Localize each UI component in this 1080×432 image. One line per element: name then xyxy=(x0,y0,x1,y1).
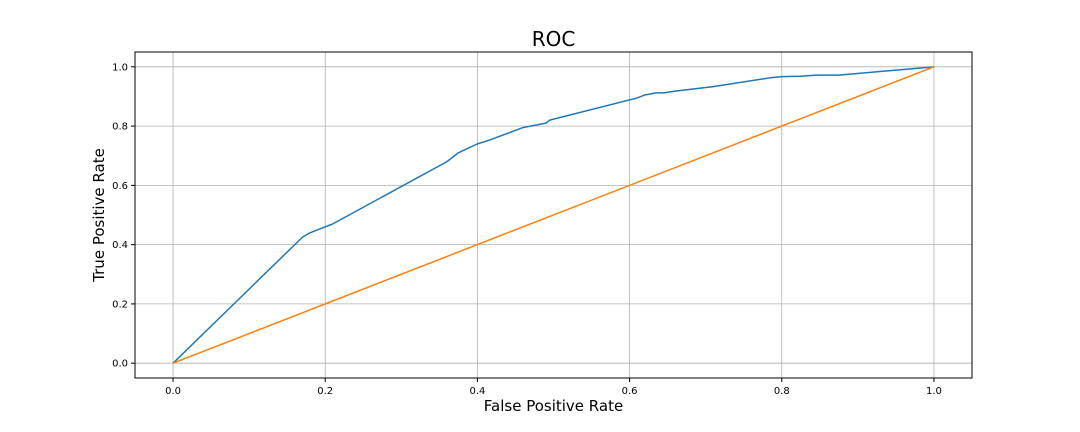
y-tick-label: 0.2 xyxy=(112,299,128,310)
y-tick-label: 0.0 xyxy=(112,359,128,370)
x-axis-label: False Positive Rate xyxy=(484,397,623,415)
y-tick-label: 0.6 xyxy=(112,181,128,192)
x-tick-label: 0.2 xyxy=(317,386,333,397)
chart-title: ROC xyxy=(532,27,576,51)
y-tick-label: 0.8 xyxy=(112,122,128,133)
x-tick-label: 0.8 xyxy=(774,386,790,397)
x-tick-label: 0.6 xyxy=(622,386,638,397)
x-axis-ticks: 0.0 0.2 0.4 0.6 0.8 1.0 xyxy=(165,378,942,397)
x-tick-label: 0.0 xyxy=(165,386,181,397)
series-line-diagonal xyxy=(173,67,934,363)
series-layer xyxy=(173,67,934,363)
y-axis-label: True Positive Rate xyxy=(90,148,108,283)
x-tick-label: 1.0 xyxy=(926,386,942,397)
y-tick-label: 1.0 xyxy=(112,62,128,73)
y-tick-label: 0.4 xyxy=(112,240,128,251)
y-axis-ticks: 0.0 0.2 0.4 0.6 0.8 1.0 xyxy=(112,62,135,369)
x-tick-label: 0.4 xyxy=(469,386,485,397)
